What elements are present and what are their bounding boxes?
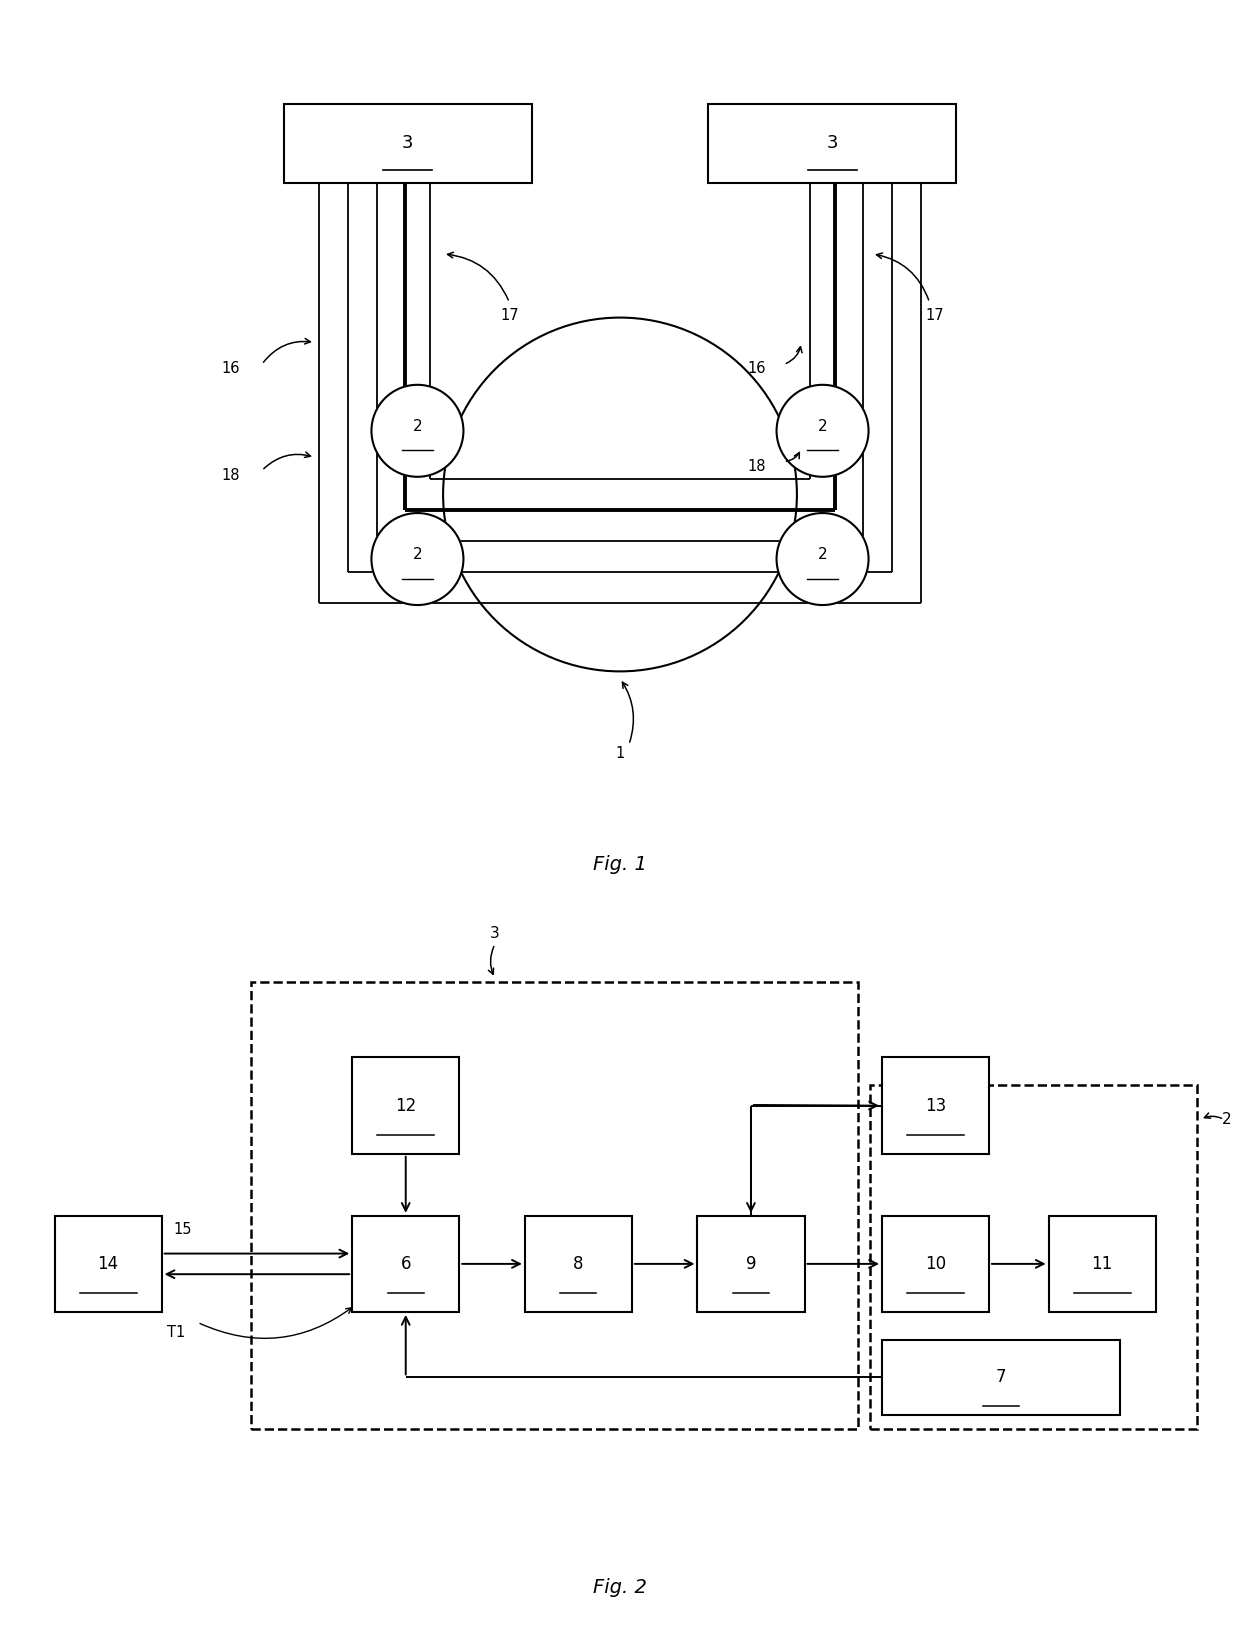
Text: T1: T1	[167, 1325, 186, 1340]
Text: Fig. 1: Fig. 1	[593, 855, 647, 873]
Text: 2: 2	[817, 547, 827, 562]
Text: 2: 2	[1223, 1112, 1231, 1127]
Bar	[882, 1340, 1120, 1415]
Text: 18: 18	[748, 459, 766, 473]
Bar	[284, 103, 532, 183]
Text: 15: 15	[174, 1222, 192, 1237]
Bar	[55, 1215, 161, 1312]
Text: 7: 7	[996, 1368, 1006, 1386]
Text: 18: 18	[222, 467, 241, 483]
Text: 16: 16	[222, 362, 241, 377]
Text: 2: 2	[413, 547, 423, 562]
Text: 3: 3	[827, 134, 838, 152]
Text: 8: 8	[573, 1255, 584, 1273]
Bar	[870, 1084, 1198, 1428]
Bar	[882, 1058, 990, 1153]
Bar	[525, 1215, 632, 1312]
Text: 17: 17	[925, 308, 944, 323]
Text: 12: 12	[396, 1097, 417, 1114]
Text: 13: 13	[925, 1097, 946, 1114]
Bar	[352, 1058, 459, 1153]
Circle shape	[776, 385, 868, 477]
Circle shape	[776, 513, 868, 604]
Text: 1: 1	[615, 747, 625, 762]
Text: 17: 17	[501, 308, 520, 323]
Text: 6: 6	[401, 1255, 410, 1273]
Text: 2: 2	[413, 419, 423, 434]
Text: 9: 9	[745, 1255, 756, 1273]
Circle shape	[372, 385, 464, 477]
Bar	[708, 103, 956, 183]
Text: 16: 16	[748, 362, 766, 377]
Circle shape	[372, 513, 464, 604]
Bar	[882, 1215, 990, 1312]
Text: 3: 3	[402, 134, 413, 152]
Text: 11: 11	[1091, 1255, 1112, 1273]
Text: 10: 10	[925, 1255, 946, 1273]
Text: 14: 14	[98, 1255, 119, 1273]
Text: Fig. 2: Fig. 2	[593, 1577, 647, 1597]
Bar	[352, 1215, 459, 1312]
Bar	[1049, 1215, 1156, 1312]
Bar	[697, 1215, 805, 1312]
Text: 2: 2	[817, 419, 827, 434]
Text: 3: 3	[490, 925, 500, 942]
Bar	[250, 981, 858, 1428]
